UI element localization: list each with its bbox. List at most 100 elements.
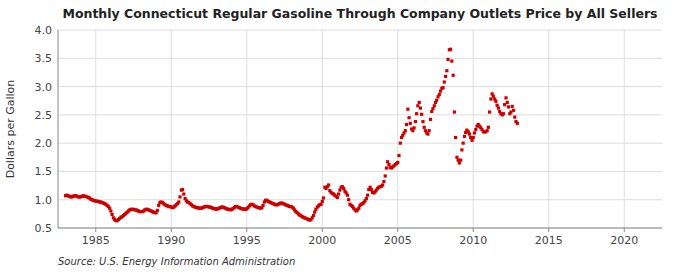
point xyxy=(423,126,426,129)
point xyxy=(433,104,436,107)
point xyxy=(449,48,452,51)
chart: Monthly Connecticut Regular Gasoline Thr… xyxy=(0,0,675,275)
title: Monthly Connecticut Regular Gasoline Thr… xyxy=(62,6,657,21)
tick-mark xyxy=(548,228,549,232)
grid-line xyxy=(473,30,474,228)
point xyxy=(109,209,112,212)
grid-line xyxy=(58,30,662,31)
tick-label: 2020 xyxy=(610,234,638,247)
tick-label: 1.0 xyxy=(35,194,53,207)
point xyxy=(470,139,473,142)
tick-label: 1985 xyxy=(82,234,110,247)
tick-mark xyxy=(397,228,398,232)
point xyxy=(412,126,415,129)
point xyxy=(454,136,457,139)
point xyxy=(428,129,431,132)
tick-label: 1995 xyxy=(233,234,261,247)
point xyxy=(443,80,446,83)
points xyxy=(64,48,519,223)
point xyxy=(460,148,463,151)
tick-mark xyxy=(473,228,474,232)
point xyxy=(506,101,509,104)
point xyxy=(492,95,495,98)
point xyxy=(418,101,421,104)
grid-line xyxy=(171,30,172,228)
point xyxy=(468,132,471,135)
point xyxy=(261,204,264,207)
point xyxy=(511,105,514,108)
tick-mark xyxy=(624,228,625,232)
point xyxy=(421,120,424,123)
point xyxy=(415,112,418,115)
tick-mark xyxy=(171,228,172,232)
point xyxy=(381,183,384,186)
point xyxy=(414,120,417,123)
point xyxy=(439,89,442,92)
point xyxy=(387,163,390,166)
point xyxy=(156,209,159,212)
tick-label: 1.5 xyxy=(35,165,53,178)
tick-mark xyxy=(246,228,247,232)
point xyxy=(338,188,341,191)
point xyxy=(489,97,492,100)
point xyxy=(108,207,111,210)
point xyxy=(488,110,491,113)
point xyxy=(347,198,350,201)
point xyxy=(420,113,423,116)
point xyxy=(386,160,389,163)
point xyxy=(178,195,181,198)
point xyxy=(459,159,462,162)
point xyxy=(474,128,477,131)
point xyxy=(110,213,113,216)
grid-line xyxy=(58,86,662,87)
point xyxy=(399,142,402,145)
point xyxy=(426,132,429,135)
point xyxy=(404,129,407,132)
point xyxy=(497,106,500,109)
point xyxy=(411,129,414,132)
tick-label: 2005 xyxy=(384,234,412,247)
point xyxy=(342,187,345,190)
point xyxy=(346,194,349,197)
point xyxy=(157,204,160,207)
point xyxy=(396,161,399,164)
grid-line xyxy=(624,30,625,228)
grid-line xyxy=(58,58,662,59)
point xyxy=(177,200,180,203)
tick-label: 2.5 xyxy=(35,109,53,122)
grid-line xyxy=(397,30,398,228)
point xyxy=(327,183,330,186)
point xyxy=(384,174,387,177)
point xyxy=(419,106,422,109)
grid-line xyxy=(548,30,549,228)
point xyxy=(435,99,438,102)
point xyxy=(370,188,373,191)
point xyxy=(366,194,369,197)
tick-label: 2.0 xyxy=(35,137,53,150)
point xyxy=(504,96,507,99)
point xyxy=(494,100,497,103)
tick-label: 2010 xyxy=(459,234,487,247)
point xyxy=(455,156,458,159)
point xyxy=(430,110,433,113)
tick-label: 1990 xyxy=(157,234,185,247)
grid-line xyxy=(95,30,96,228)
point xyxy=(445,69,448,72)
point xyxy=(313,211,316,214)
point xyxy=(444,75,447,78)
point xyxy=(473,131,476,134)
point xyxy=(507,105,510,108)
tick-label: 2000 xyxy=(308,234,336,247)
grid xyxy=(58,30,662,228)
point xyxy=(487,126,490,129)
grid-line xyxy=(58,143,662,144)
tick-label: 3.5 xyxy=(35,52,53,65)
point xyxy=(453,110,456,113)
tick-mark xyxy=(322,228,323,232)
tick-mark xyxy=(95,228,96,232)
point xyxy=(502,112,505,115)
point xyxy=(431,107,434,110)
point xyxy=(512,109,515,112)
axes: 0.51.01.52.02.53.03.54.01985199019952000… xyxy=(35,24,663,247)
point xyxy=(472,136,475,139)
